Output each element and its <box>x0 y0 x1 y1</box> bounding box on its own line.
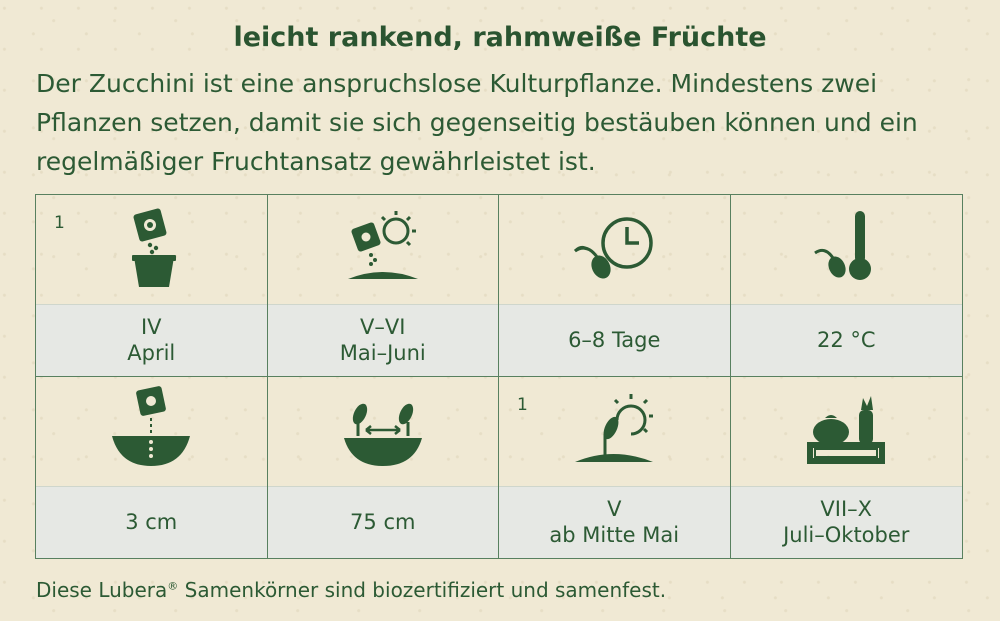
plant-spacing-icon <box>343 403 422 466</box>
period-month: Mai–Juni <box>339 341 426 366</box>
germination-time-icon <box>574 216 653 279</box>
cell-germination-time: 6–8 Tage <box>499 195 731 377</box>
cell-plant-spacing: 75 cm <box>267 376 499 558</box>
info-grid: 1 IV April <box>35 194 963 559</box>
germination-days: 6–8 Tage <box>568 328 661 353</box>
sowing-depth: 3 cm <box>125 510 178 535</box>
sowing-depth-icon <box>112 386 191 466</box>
registered-mark: ® <box>167 579 179 593</box>
period-roman: V–VI <box>360 315 406 340</box>
period-roman: V <box>607 497 622 522</box>
harvest-crate-icon <box>807 396 886 464</box>
cell-germination-temperature: 22 °C <box>730 195 962 377</box>
description: Der Zucchini ist eine anspruchslose Kult… <box>36 69 918 176</box>
cell-harvest: VII–X Juli–Oktober <box>730 377 962 558</box>
germination-temperature-icon <box>814 210 872 280</box>
cell-sowing-depth: 3 cm <box>36 376 268 558</box>
footer-note: Diese Lubera® Samenkörner sind biozertif… <box>36 578 666 602</box>
sow-outdoors-sun-icon <box>347 210 418 279</box>
period-roman: VII–X <box>820 497 873 522</box>
footnote-marker: 1 <box>54 213 65 233</box>
subtitle: leicht rankend, rahmweiße Früchte <box>233 22 767 53</box>
seed-packet-pot-icon <box>132 208 177 287</box>
cell-sow-outdoors: V–VI Mai–Juni <box>267 195 499 377</box>
footnote-marker: 1 <box>517 394 528 415</box>
period-roman: IV <box>140 315 162 340</box>
period-month: ab Mitte Mai <box>549 523 680 548</box>
plant-spacing: 75 cm <box>350 510 416 535</box>
footer-text-after: Samenkörner sind biozertifiziert und sam… <box>178 578 667 602</box>
period-month: Juli–Oktober <box>783 523 910 548</box>
period-month: April <box>127 341 176 366</box>
germination-temperature: 22 °C <box>816 328 876 353</box>
cell-plant-out: 1 V ab Mitte Mai <box>499 376 731 558</box>
plant-out-icon <box>575 394 654 462</box>
footer-text-before: Diese Lubera <box>36 578 168 602</box>
cell-sow-indoors: 1 IV April <box>36 195 268 377</box>
